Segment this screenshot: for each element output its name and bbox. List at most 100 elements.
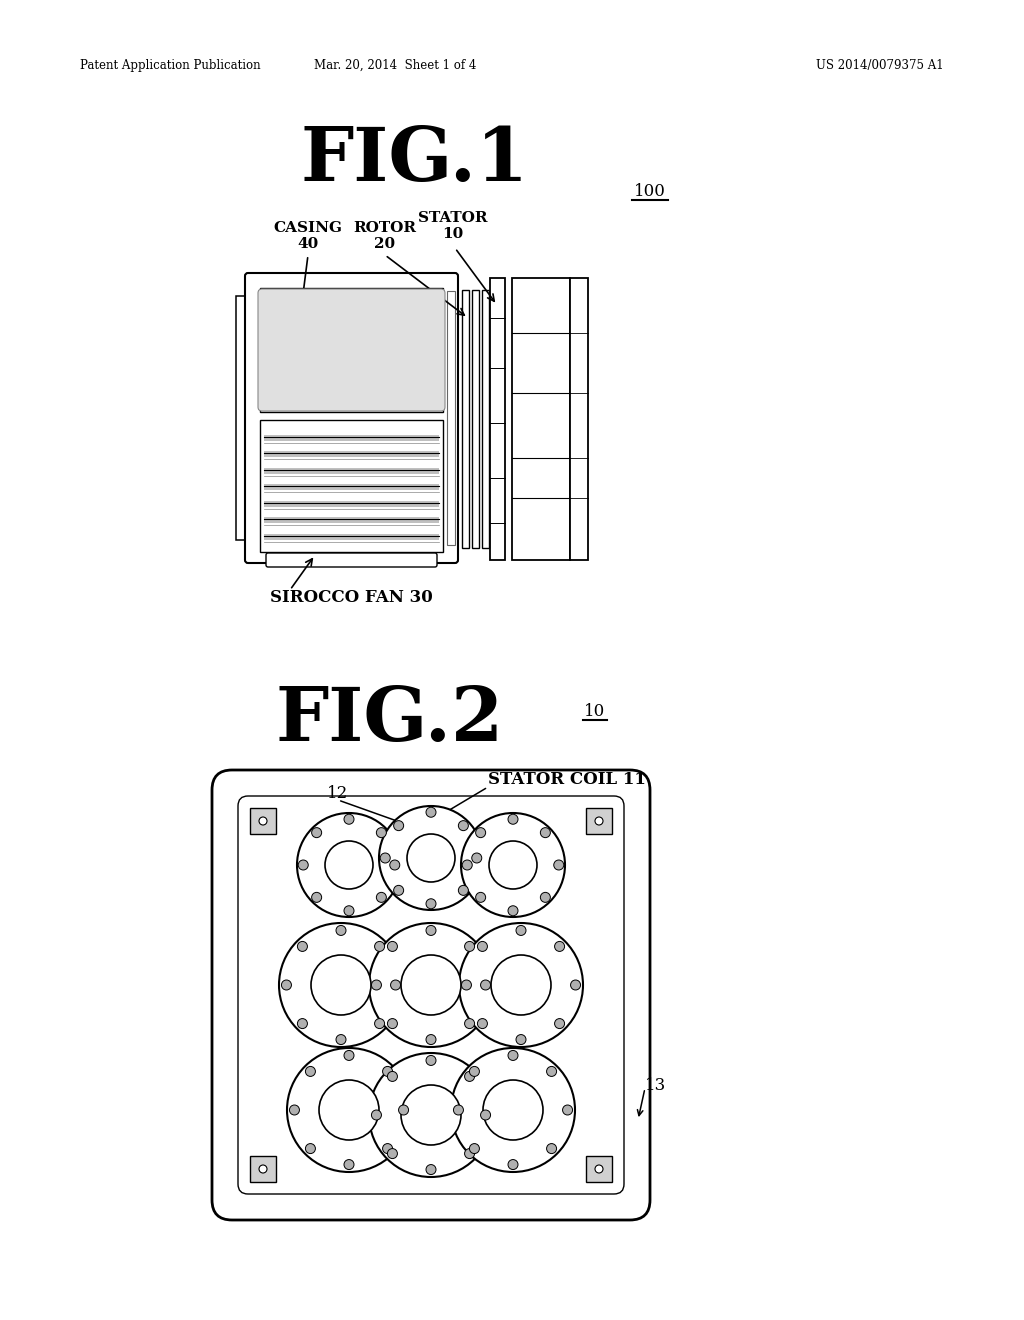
Text: 10: 10 (585, 704, 605, 721)
Circle shape (465, 941, 474, 952)
Circle shape (393, 886, 403, 895)
Circle shape (377, 892, 386, 903)
Circle shape (426, 925, 436, 936)
Bar (250, 808, 276, 834)
Text: Mar. 20, 2014  Sheet 1 of 4: Mar. 20, 2014 Sheet 1 of 4 (313, 58, 476, 71)
Circle shape (555, 941, 564, 952)
Text: FIG.2: FIG.2 (275, 684, 504, 756)
Circle shape (311, 892, 322, 903)
Circle shape (325, 841, 373, 888)
Circle shape (387, 941, 397, 952)
Circle shape (372, 1110, 381, 1119)
Text: 100: 100 (634, 183, 666, 201)
Circle shape (483, 1080, 543, 1140)
Bar (250, 1156, 276, 1181)
Circle shape (290, 1105, 299, 1115)
Circle shape (372, 979, 381, 990)
Circle shape (344, 814, 354, 824)
Circle shape (319, 1080, 379, 1140)
Bar (472, 290, 479, 548)
Circle shape (282, 979, 292, 990)
Circle shape (547, 1067, 557, 1076)
Circle shape (472, 853, 481, 863)
Circle shape (380, 853, 390, 863)
Circle shape (541, 828, 550, 838)
Bar (264, 467, 439, 474)
Text: SIROCCO FAN 30: SIROCCO FAN 30 (270, 590, 433, 606)
Text: FIG.1: FIG.1 (301, 124, 529, 197)
Circle shape (562, 1105, 572, 1115)
Circle shape (279, 923, 403, 1047)
Text: US 2014/0079375 A1: US 2014/0079375 A1 (816, 58, 944, 71)
Circle shape (541, 892, 550, 903)
Text: 10: 10 (442, 227, 464, 242)
Circle shape (344, 906, 354, 916)
Circle shape (516, 925, 526, 936)
Circle shape (390, 979, 400, 990)
Circle shape (259, 1166, 267, 1173)
Circle shape (451, 1048, 575, 1172)
FancyBboxPatch shape (266, 553, 437, 568)
Circle shape (489, 841, 537, 888)
Circle shape (426, 899, 436, 908)
Circle shape (336, 925, 346, 936)
Circle shape (595, 817, 603, 825)
Text: ROTOR: ROTOR (353, 220, 417, 235)
Circle shape (336, 1035, 346, 1044)
Circle shape (426, 1035, 436, 1044)
Bar (264, 451, 439, 457)
Circle shape (387, 1019, 397, 1028)
Circle shape (426, 1056, 436, 1065)
Circle shape (401, 954, 461, 1015)
Text: Patent Application Publication: Patent Application Publication (80, 58, 261, 71)
Bar (490, 279, 505, 560)
Circle shape (426, 1164, 436, 1175)
Bar (264, 484, 439, 490)
Circle shape (298, 861, 308, 870)
Bar (512, 279, 570, 560)
Circle shape (369, 923, 493, 1047)
Circle shape (459, 923, 583, 1047)
Circle shape (469, 1143, 479, 1154)
Circle shape (311, 954, 371, 1015)
Circle shape (379, 807, 483, 909)
Circle shape (462, 861, 472, 870)
Circle shape (508, 906, 518, 916)
Circle shape (398, 1105, 409, 1115)
Circle shape (480, 1110, 490, 1119)
Circle shape (407, 834, 455, 882)
Circle shape (383, 1143, 392, 1154)
Circle shape (570, 979, 581, 990)
Bar (462, 290, 469, 548)
Circle shape (480, 979, 490, 990)
Circle shape (297, 1019, 307, 1028)
Bar (264, 500, 439, 507)
Bar (586, 808, 612, 834)
Text: STATOR COIL 11: STATOR COIL 11 (488, 771, 646, 788)
Circle shape (475, 892, 485, 903)
FancyBboxPatch shape (212, 770, 650, 1220)
Circle shape (287, 1048, 411, 1172)
Circle shape (465, 1019, 474, 1028)
Circle shape (508, 814, 518, 824)
FancyBboxPatch shape (238, 796, 624, 1195)
Bar (264, 434, 439, 441)
Bar (570, 279, 588, 560)
Text: 13: 13 (645, 1077, 667, 1093)
Circle shape (393, 821, 403, 830)
Bar (260, 288, 443, 412)
Circle shape (344, 1051, 354, 1060)
Circle shape (297, 813, 401, 917)
Text: CASING: CASING (273, 220, 342, 235)
Bar (447, 290, 455, 545)
Text: STATOR: STATOR (418, 211, 487, 224)
Circle shape (477, 1019, 487, 1028)
Text: 20: 20 (375, 238, 395, 251)
Circle shape (387, 1148, 397, 1159)
Circle shape (297, 941, 307, 952)
Circle shape (475, 828, 485, 838)
Circle shape (508, 1159, 518, 1170)
Circle shape (490, 954, 551, 1015)
Circle shape (595, 1166, 603, 1173)
Circle shape (454, 1105, 464, 1115)
